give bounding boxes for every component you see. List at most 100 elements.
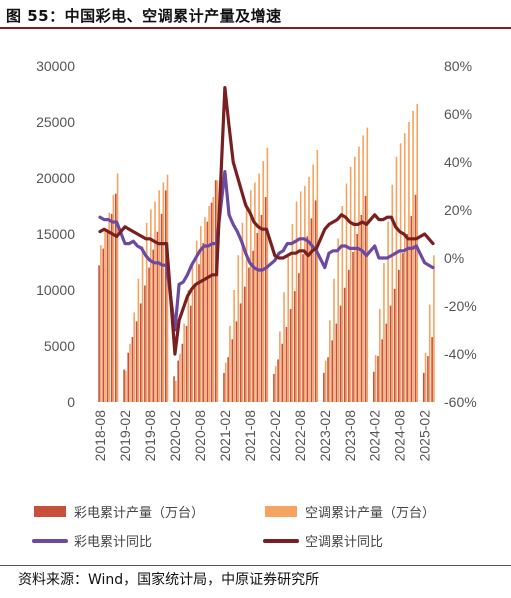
tv-bar-2023-03 — [327, 357, 329, 402]
ac-bar-2022-05 — [287, 255, 290, 402]
tv-yoy-line — [98, 170, 435, 332]
right-tick-label: 80% — [444, 58, 472, 74]
legend-label: 彩电累计产量（万台） — [74, 506, 204, 521]
tv-bar-2023-09 — [352, 251, 354, 402]
ac-bar-2021-09 — [254, 182, 256, 402]
tv-bar-2019-03 — [127, 352, 130, 402]
source-note: 资料来源：Wind，国家统计局，中原证券研究所 — [18, 572, 320, 588]
left-tick-label: 5000 — [44, 338, 75, 354]
tv-bar-2019-09 — [152, 249, 155, 402]
ac-bar-2021-04 — [233, 290, 235, 402]
legend-swatch-bar — [34, 506, 66, 517]
legend-swatch-bar — [265, 506, 297, 517]
tv-bar-2025-03 — [427, 356, 429, 402]
tv-bar-2022-11 — [310, 218, 313, 402]
tv-bar-2022-02 — [273, 374, 275, 402]
ac-bar-2023-02 — [324, 360, 327, 402]
right-tick-label: -40% — [444, 346, 477, 362]
legend-label: 彩电累计同比 — [74, 535, 152, 550]
ac-bar-2020-11 — [212, 197, 215, 402]
ac-bar-2023-06 — [341, 206, 344, 402]
tv-bar-2021-06 — [239, 303, 242, 402]
tv-bar-2021-11 — [260, 214, 263, 402]
x-tick-label: 2019-02 — [117, 410, 133, 462]
tv-bar-2018-12 — [114, 193, 117, 402]
right-tick-label: -60% — [444, 394, 477, 410]
x-axis: 2018-08 2019-02 2019-08 2020-02 2020-08 2021-… — [92, 410, 433, 462]
tv-bar-2018-09 — [102, 248, 105, 402]
ac-bar-2022-12 — [316, 150, 319, 402]
tv-bar-2024-02 — [373, 371, 375, 402]
tv-bar-2023-07 — [343, 287, 346, 402]
ac-bar-2020-09 — [204, 217, 206, 402]
ac-bar-2019-07 — [145, 222, 148, 402]
tv-bar-2021-08 — [248, 267, 250, 402]
ac-bar-2024-02 — [374, 354, 377, 402]
ac-bar-2019-05 — [137, 278, 140, 402]
x-tick-label: 2021-02 — [217, 410, 233, 462]
tv-bar-2019-04 — [131, 337, 134, 402]
ac-bar-2024-05 — [387, 221, 389, 402]
tv-bar-2019-05 — [135, 321, 138, 402]
ac-bar-2021-07 — [245, 202, 248, 402]
ac-bar-2024-10 — [408, 122, 410, 402]
ac-bar-2019-12 — [166, 174, 169, 402]
ac-bar-2019-10 — [158, 190, 160, 402]
ac-bar-2019-04 — [133, 312, 135, 402]
ac-bar-2023-09 — [354, 156, 356, 402]
ac-bar-2020-10 — [208, 206, 210, 402]
ac-bar-2020-03 — [179, 353, 181, 402]
ac-yoy-line — [98, 86, 435, 356]
tv-bar-2024-04 — [381, 339, 383, 402]
tv-bar-2019-06 — [139, 303, 142, 402]
ac-bar-2024-04 — [383, 263, 385, 402]
ac-bar-2022-04 — [283, 292, 285, 402]
chart-title: 图 55：中国彩电、空调累计产量及增速 — [6, 7, 282, 25]
ac-bar-2022-08 — [299, 191, 302, 402]
tv-bar-2021-10 — [256, 232, 259, 402]
right-tick-label: 0% — [444, 250, 464, 266]
tv-bar-2022-05 — [285, 326, 288, 402]
ac-bar-2024-06 — [391, 184, 394, 402]
tv-bar-2019-08 — [148, 267, 150, 402]
ac-bar-2018-10 — [108, 212, 111, 402]
ac-bar-2024-08 — [399, 143, 402, 402]
ac-bar-2024-11 — [412, 110, 414, 403]
ac-bar-2022-11 — [312, 164, 314, 402]
bar-layer — [98, 104, 435, 403]
tv-bar-2019-10 — [156, 231, 159, 402]
ac-bar-2021-03 — [229, 325, 231, 402]
tv-bar-2024-06 — [389, 305, 392, 402]
ac-bar-2022-02 — [274, 366, 277, 402]
x-tick-label: 2022-02 — [267, 410, 283, 462]
right-tick-label: 60% — [444, 106, 472, 122]
left-tick-label: 30000 — [36, 58, 75, 74]
x-tick-label: 2021-08 — [242, 410, 258, 462]
tv-bar-2020-02 — [173, 376, 175, 402]
line-layer — [98, 86, 435, 356]
ac-bar-2021-08 — [249, 190, 252, 402]
ac-bar-2022-07 — [295, 201, 298, 402]
legend-label: 空调累计产量（万台） — [305, 506, 435, 521]
ac-bar-2025-04 — [433, 255, 435, 402]
x-tick-label: 2024-02 — [367, 410, 383, 462]
tv-bar-2024-03 — [377, 356, 379, 402]
tv-bar-2021-04 — [231, 339, 234, 402]
tv-bar-2023-10 — [356, 234, 358, 402]
tv-bar-2024-09 — [402, 253, 404, 402]
ac-bar-2023-11 — [362, 135, 364, 402]
tv-bar-2022-06 — [289, 309, 292, 402]
tv-bar-2024-07 — [393, 288, 396, 402]
ac-bar-2024-09 — [403, 133, 406, 402]
x-tick-label: 2019-08 — [142, 410, 158, 462]
ac-bar-2023-08 — [349, 166, 352, 402]
x-tick-label: 2020-02 — [167, 410, 183, 462]
ac-bar-2024-03 — [378, 309, 381, 402]
tv-bar-2025-04 — [431, 337, 433, 402]
ac-bar-2021-12 — [266, 147, 269, 402]
ac-bar-2021-02 — [224, 362, 227, 402]
tv-bar-2018-11 — [110, 213, 113, 402]
right-tick-label: 40% — [444, 154, 472, 170]
tv-bar-2024-08 — [398, 269, 400, 402]
